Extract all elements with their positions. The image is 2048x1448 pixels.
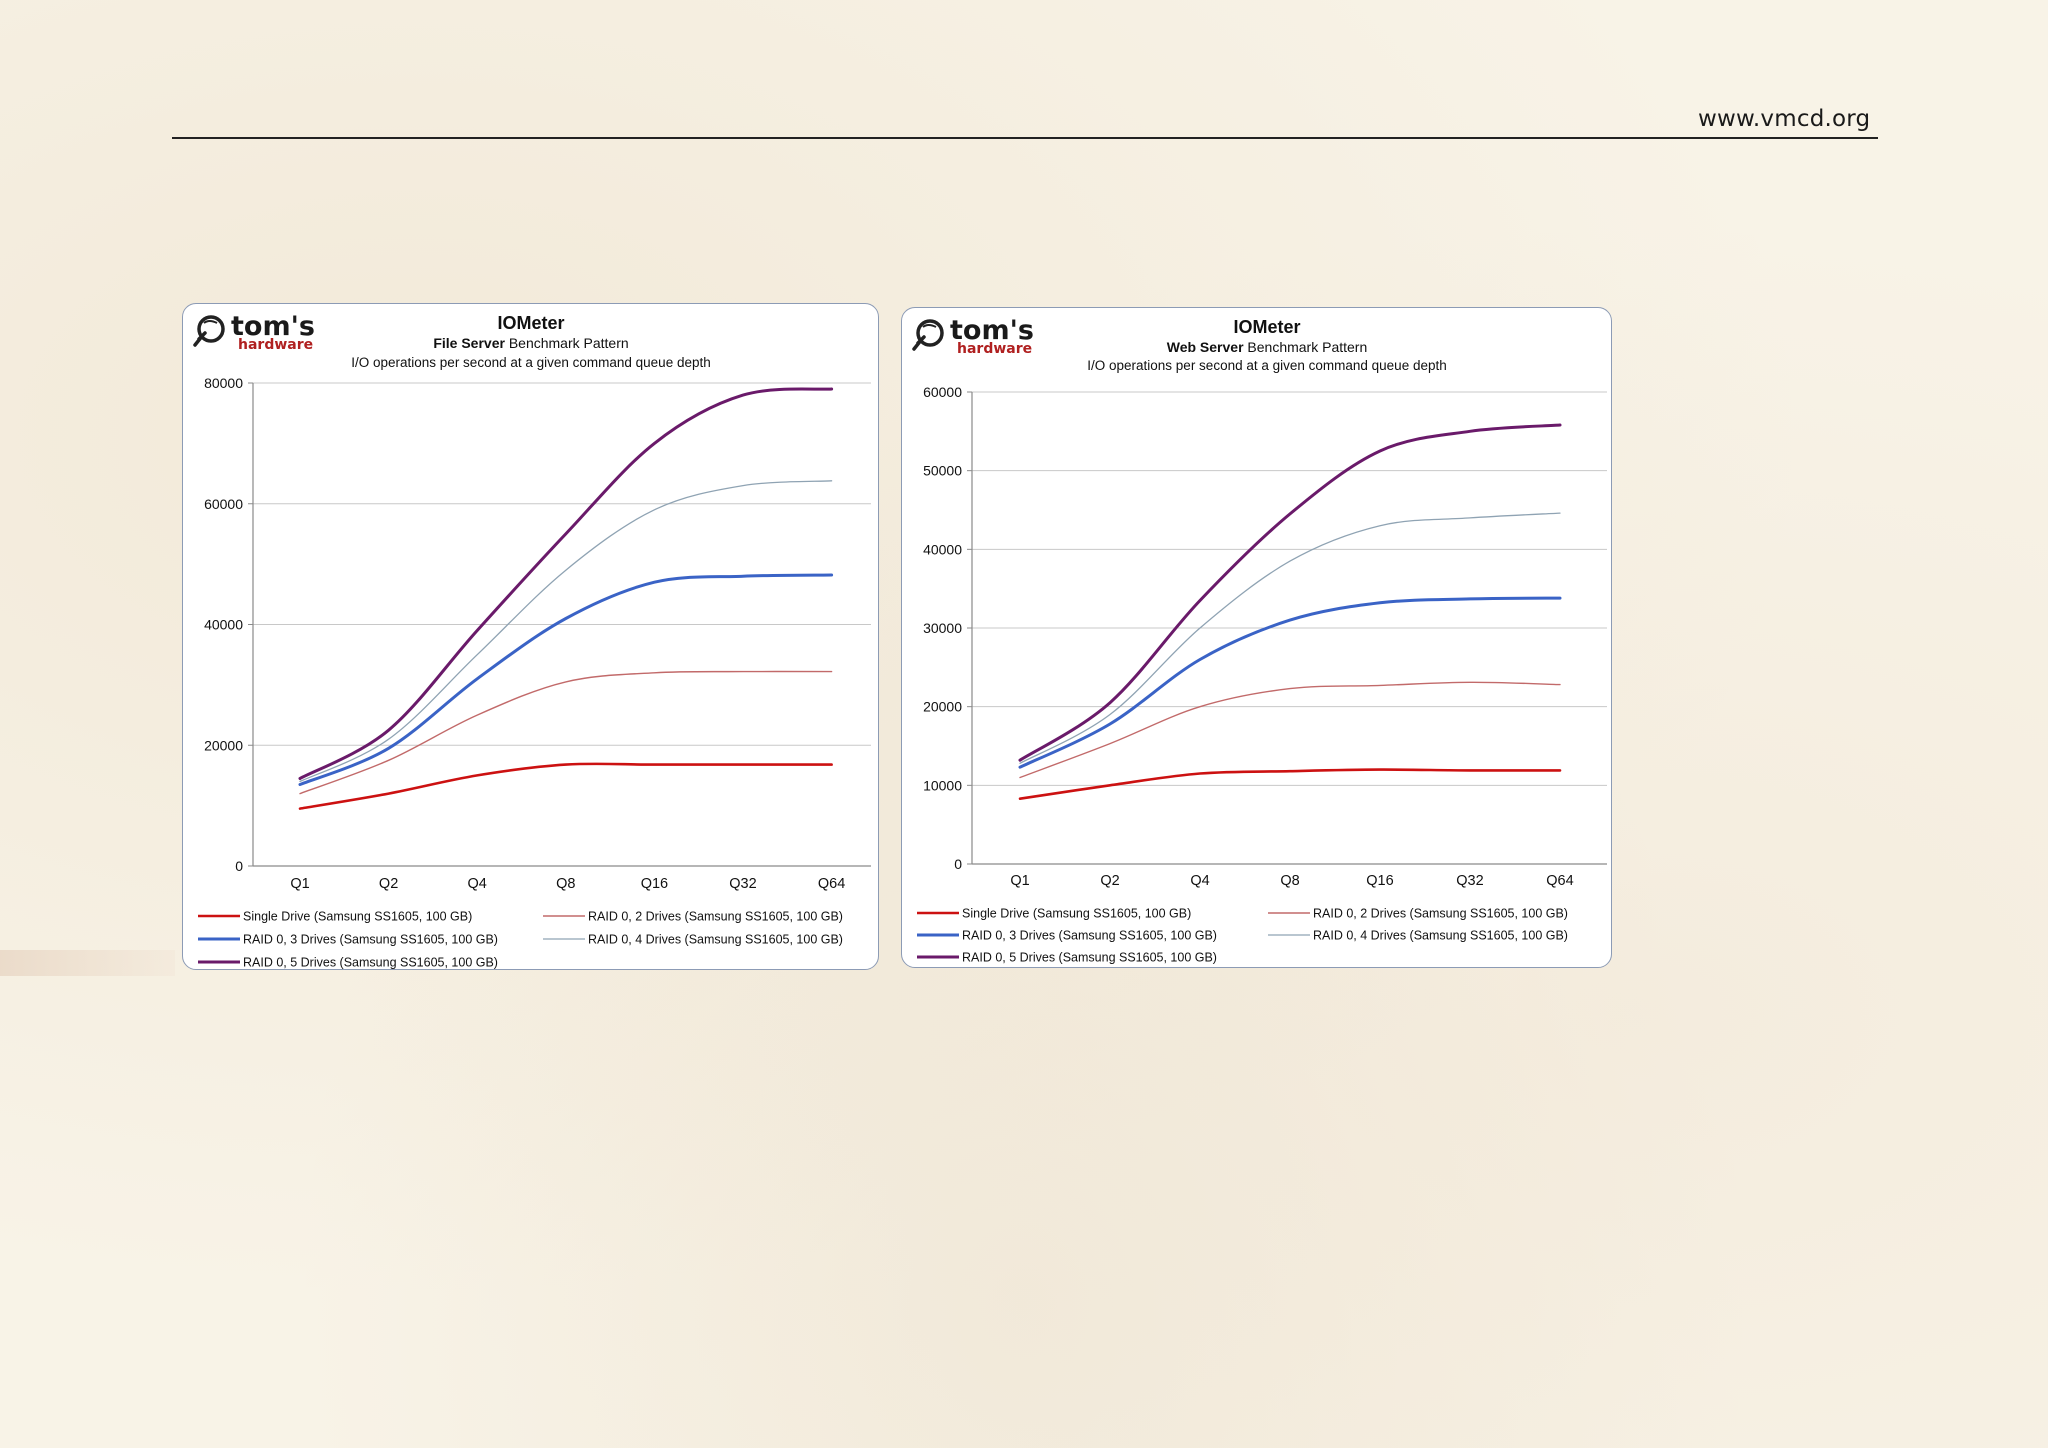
chart-subtitle: File Server Benchmark Pattern: [433, 335, 628, 351]
y-tick-label: 40000: [923, 541, 962, 557]
legend-label: RAID 0, 4 Drives (Samsung SS1605, 100 GB…: [588, 933, 843, 947]
header-rule: [172, 137, 1878, 139]
page-edge-strip: [0, 950, 175, 976]
x-tick-label: Q8: [556, 876, 575, 892]
x-tick-label: Q1: [290, 876, 309, 892]
x-tick-label: Q64: [818, 876, 845, 892]
series-line-4: [299, 480, 833, 783]
legend-label: RAID 0, 3 Drives (Samsung SS1605, 100 GB…: [243, 933, 498, 947]
y-tick-label: 80000: [204, 375, 243, 391]
magnifier-icon: [193, 315, 225, 347]
series-line-3: [298, 573, 834, 786]
chart-subtitle2: I/O operations per second at a given com…: [1087, 358, 1446, 373]
x-tick-label: Q2: [1100, 873, 1119, 889]
x-tick-label: Q32: [729, 876, 756, 892]
y-tick-label: 60000: [204, 496, 243, 512]
legend-label: Single Drive (Samsung SS1605, 100 GB): [962, 907, 1191, 921]
y-tick-label: 0: [954, 856, 962, 872]
legend-label: RAID 0, 2 Drives (Samsung SS1605, 100 GB…: [1313, 907, 1568, 921]
chart-file-server: tom's hardware IOMeter File Server Benchmar…: [182, 303, 879, 970]
logo-name: tom's: [950, 315, 1034, 346]
gridlines: [248, 382, 871, 867]
x-tick-label: Q4: [1190, 873, 1209, 889]
chart-title: IOMeter: [1233, 317, 1300, 337]
series-line-5: [298, 387, 834, 780]
x-tick-label: Q4: [468, 876, 487, 892]
legend-label: Single Drive (Samsung SS1605, 100 GB): [243, 910, 472, 924]
series-line-1: [1018, 768, 1562, 800]
legend-label: RAID 0, 5 Drives (Samsung SS1605, 100 GB…: [243, 956, 498, 970]
logo-name: tom's: [231, 311, 315, 342]
logo-sub: hardware: [957, 341, 1032, 357]
magnifier-icon: [912, 319, 944, 351]
chart-title: IOMeter: [497, 313, 564, 333]
series-line-3: [1018, 596, 1562, 769]
x-tick-label: Q16: [641, 876, 668, 892]
y-tick-label: 60000: [923, 384, 962, 400]
series-line-4: [1019, 512, 1561, 764]
chart-subtitle2: I/O operations per second at a given com…: [351, 355, 710, 370]
x-tick-label: Q8: [1280, 873, 1299, 889]
legend-label: RAID 0, 5 Drives (Samsung SS1605, 100 GB…: [962, 951, 1217, 965]
x-tick-label: Q32: [1456, 873, 1483, 889]
y-tick-label: 40000: [204, 617, 243, 633]
site-url[interactable]: www.vmcd.org: [1698, 106, 1871, 132]
logo-sub: hardware: [238, 337, 313, 353]
x-tick-label: Q64: [1546, 873, 1573, 889]
y-tick-label: 20000: [923, 699, 962, 715]
x-tick-label: Q16: [1366, 873, 1393, 889]
y-tick-label: 20000: [204, 737, 243, 753]
legend-label: RAID 0, 4 Drives (Samsung SS1605, 100 GB…: [1313, 929, 1568, 943]
series-line-1: [298, 762, 833, 810]
chart-web-server: tom's hardware IOMeter Web Server Benchmark…: [901, 307, 1612, 968]
y-tick-label: 10000: [923, 777, 962, 793]
legend-label: RAID 0, 3 Drives (Samsung SS1605, 100 GB…: [962, 929, 1217, 943]
series-line-5: [1018, 423, 1562, 762]
x-tick-label: Q2: [379, 876, 398, 892]
legend-label: RAID 0, 2 Drives (Samsung SS1605, 100 GB…: [588, 910, 843, 924]
series-line-2: [299, 670, 833, 795]
chart-subtitle: Web Server Benchmark Pattern: [1167, 339, 1368, 355]
y-tick-label: 30000: [923, 620, 962, 636]
y-tick-label: 50000: [923, 463, 962, 479]
x-tick-label: Q1: [1010, 873, 1029, 889]
y-tick-label: 0: [235, 858, 243, 874]
series-line-2: [1019, 681, 1561, 779]
